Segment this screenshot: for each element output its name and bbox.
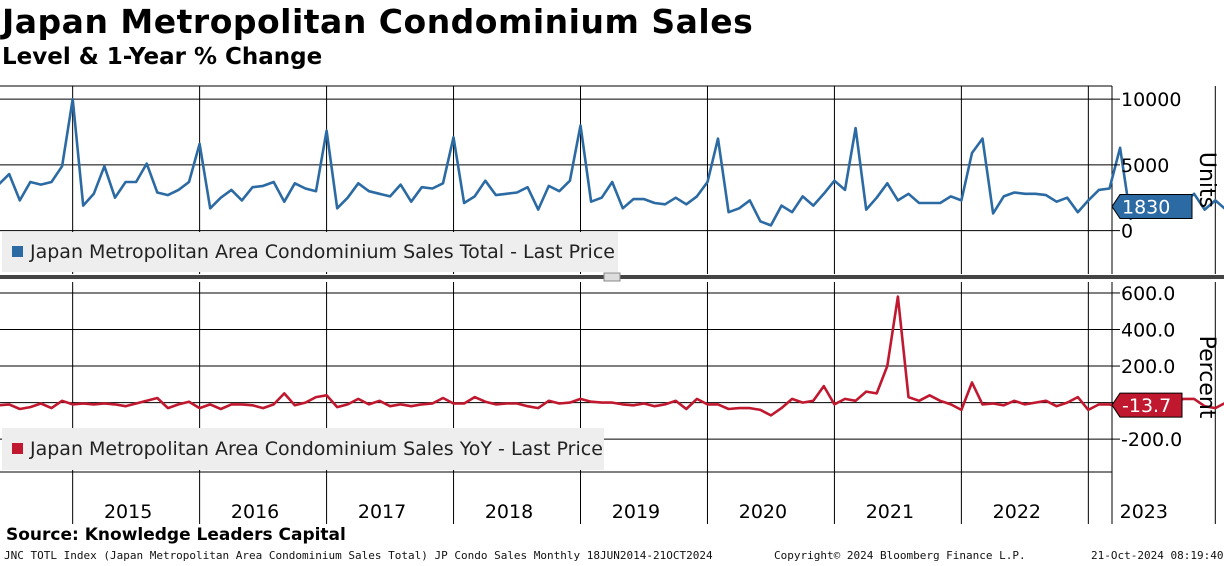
top-y-axis: 10000 5000 0 Units 1830 — [1111, 89, 1219, 243]
footer-timestamp: 21-Oct-2024 08:19:40 — [1091, 549, 1224, 562]
bottom-panel-series — [0, 295, 1224, 417]
year-label: 2020 — [739, 501, 787, 523]
legend-box-yoy — [2, 428, 604, 470]
year-label: 2015 — [104, 501, 152, 523]
y-axis-title: Percent — [1194, 336, 1219, 419]
legend-label-sales: Japan Metropolitan Area Condominium Sale… — [29, 241, 615, 263]
last-value-tag — [1111, 392, 1183, 418]
source-note: Source: Knowledge Leaders Capital — [6, 525, 346, 545]
legend-swatch-yoy — [12, 443, 23, 454]
last-value-tag — [1111, 194, 1193, 220]
last-value-label: 1830 — [1122, 197, 1170, 219]
year-label: 2022 — [993, 501, 1041, 523]
year-label: 2023 — [1120, 501, 1168, 523]
chart-area: 2015201620172018201920202021202220232024… — [0, 85, 1224, 524]
top-panel-series — [0, 97, 1224, 227]
y-tick-label: 400.0 — [1121, 320, 1175, 342]
legend-swatch-sales — [12, 246, 23, 257]
y-tick-label: 0 — [1121, 221, 1133, 243]
year-label: 2017 — [358, 501, 406, 523]
y-axis-title: Units — [1194, 152, 1219, 208]
panel-resize-handle — [603, 272, 621, 282]
footer-copyright: Copyright© 2024 Bloomberg Finance L.P. — [774, 549, 1026, 562]
legend-label-yoy: Japan Metropolitan Area Condominium Sale… — [29, 438, 603, 460]
year-label: 2019 — [612, 501, 660, 523]
y-tick-label: 200.0 — [1121, 356, 1175, 378]
y-tick-label: 5000 — [1121, 155, 1169, 177]
bottom-y-axis: 600.0 400.0 200.0 -200.0 Percent -13.7 — [1111, 283, 1219, 451]
year-label: 2018 — [485, 501, 533, 523]
chart-subtitle: Level & 1-Year % Change — [2, 44, 323, 70]
bottom-panel-grid — [0, 272, 1224, 524]
sales-yoy-line — [0, 295, 1224, 417]
y-tick-label: 600.0 — [1121, 283, 1175, 305]
legends: Japan Metropolitan Area Condominium Sale… — [2, 232, 618, 470]
year-label: 2021 — [866, 501, 914, 523]
footer-ticker-info: JNC TOTL Index (Japan Metropolitan Area … — [4, 549, 713, 562]
year-label: 2016 — [231, 501, 279, 523]
y-tick-label: 10000 — [1121, 89, 1181, 111]
sales-total-line — [0, 97, 1224, 227]
chart-title: Japan Metropolitan Condominium Sales — [2, 2, 754, 41]
legend-box-sales — [2, 232, 618, 272]
last-value-label: -13.7 — [1122, 395, 1171, 417]
x-axis: 2015201620172018201920202021202220232024 — [72, 472, 1216, 524]
y-tick-label: -200.0 — [1121, 429, 1182, 451]
